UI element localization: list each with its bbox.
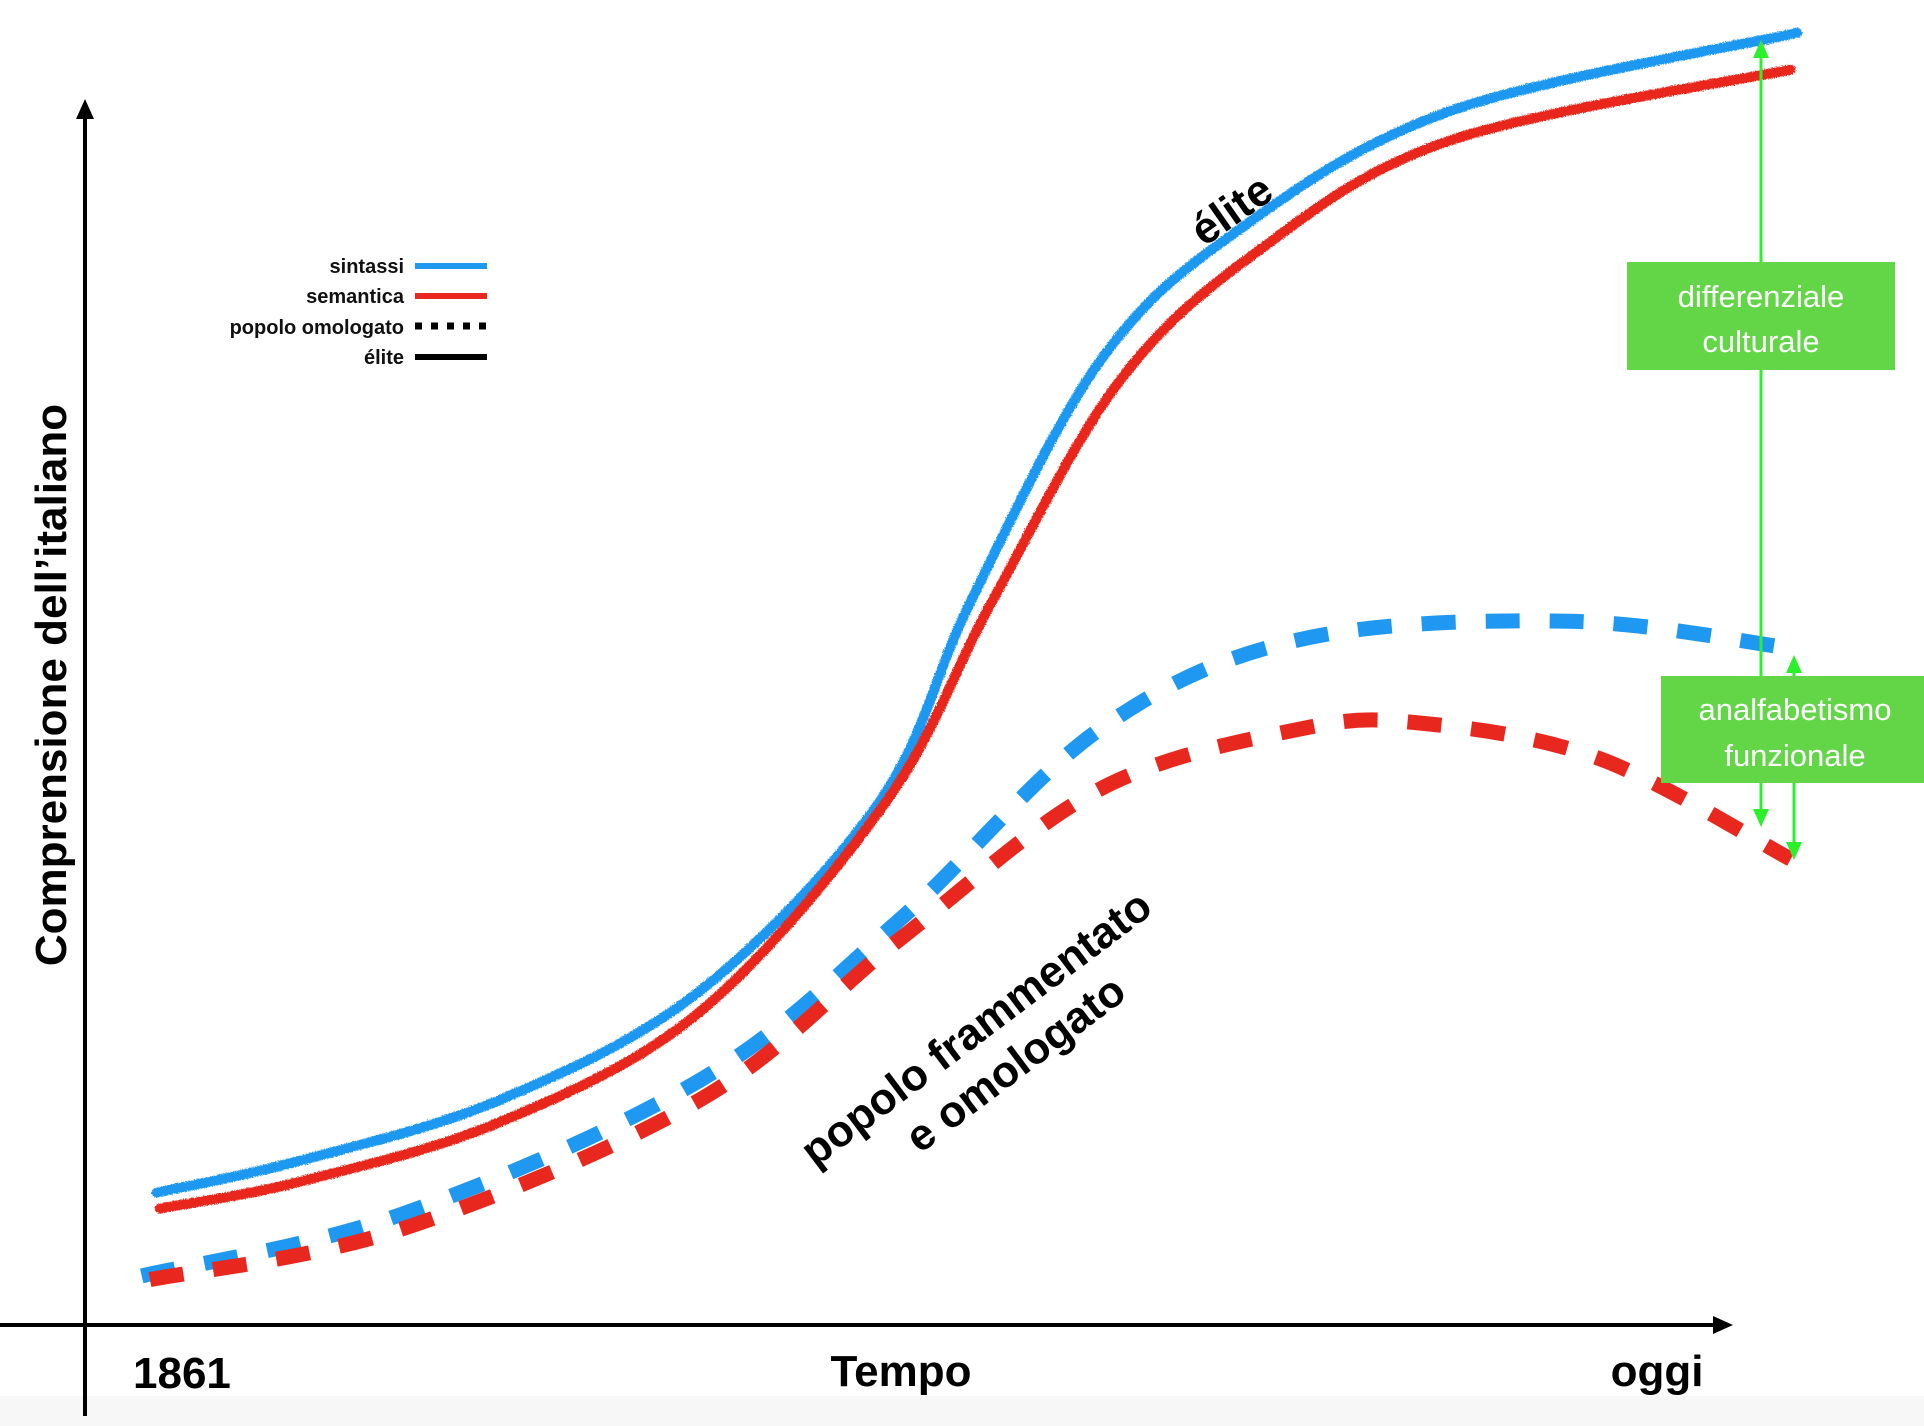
series-popolo-semantica [148, 712, 1795, 1287]
analfabetismo-box-line1: analfabetismo [1698, 692, 1891, 727]
x-axis-arrow-icon [1713, 1316, 1733, 1334]
legend-label-elite: élite [364, 347, 404, 369]
arrow-down-icon [1753, 809, 1769, 827]
differenziale-box-line1: differenziale [1678, 279, 1845, 314]
legend: sintassi semantica popolo omologato élit… [230, 256, 487, 369]
arrow-up-icon [1753, 40, 1769, 58]
differenziale-box-line2: culturale [1702, 324, 1819, 359]
x-axis-label: Tempo [831, 1347, 972, 1396]
annotation-popolo-line1: popolo frammentato [792, 881, 1161, 1176]
series-line [151, 27, 1803, 1198]
series-line [148, 712, 1795, 1287]
differenziale-box: differenziale culturale [1627, 262, 1895, 370]
series-popolo-sintassi [139, 613, 1792, 1284]
series-line [139, 613, 1792, 1284]
axes [0, 99, 1733, 1416]
y-axis-arrow-icon [76, 99, 94, 119]
x-tick-end: oggi [1611, 1347, 1704, 1396]
x-tick-start: 1861 [133, 1349, 231, 1398]
arrow-down-icon [1786, 842, 1802, 860]
arrow-up-icon [1786, 655, 1802, 673]
y-axis-label: Comprensione dell’italiano [27, 404, 76, 966]
series-elite-sintassi [151, 27, 1803, 1198]
series-layer [139, 27, 1803, 1287]
bottom-strip [0, 1396, 1924, 1426]
analfabetismo-box: analfabetismo funzionale [1661, 676, 1924, 783]
annotation-popolo: popolo frammentato e omologato [792, 881, 1161, 1176]
series-line [154, 64, 1796, 1214]
legend-label-popolo-omologato: popolo omologato [230, 317, 404, 339]
legend-label-sintassi: sintassi [330, 256, 404, 278]
legend-label-semantica: semantica [306, 286, 405, 308]
series-elite-semantica [154, 64, 1796, 1214]
analfabetismo-box-line2: funzionale [1724, 738, 1865, 773]
